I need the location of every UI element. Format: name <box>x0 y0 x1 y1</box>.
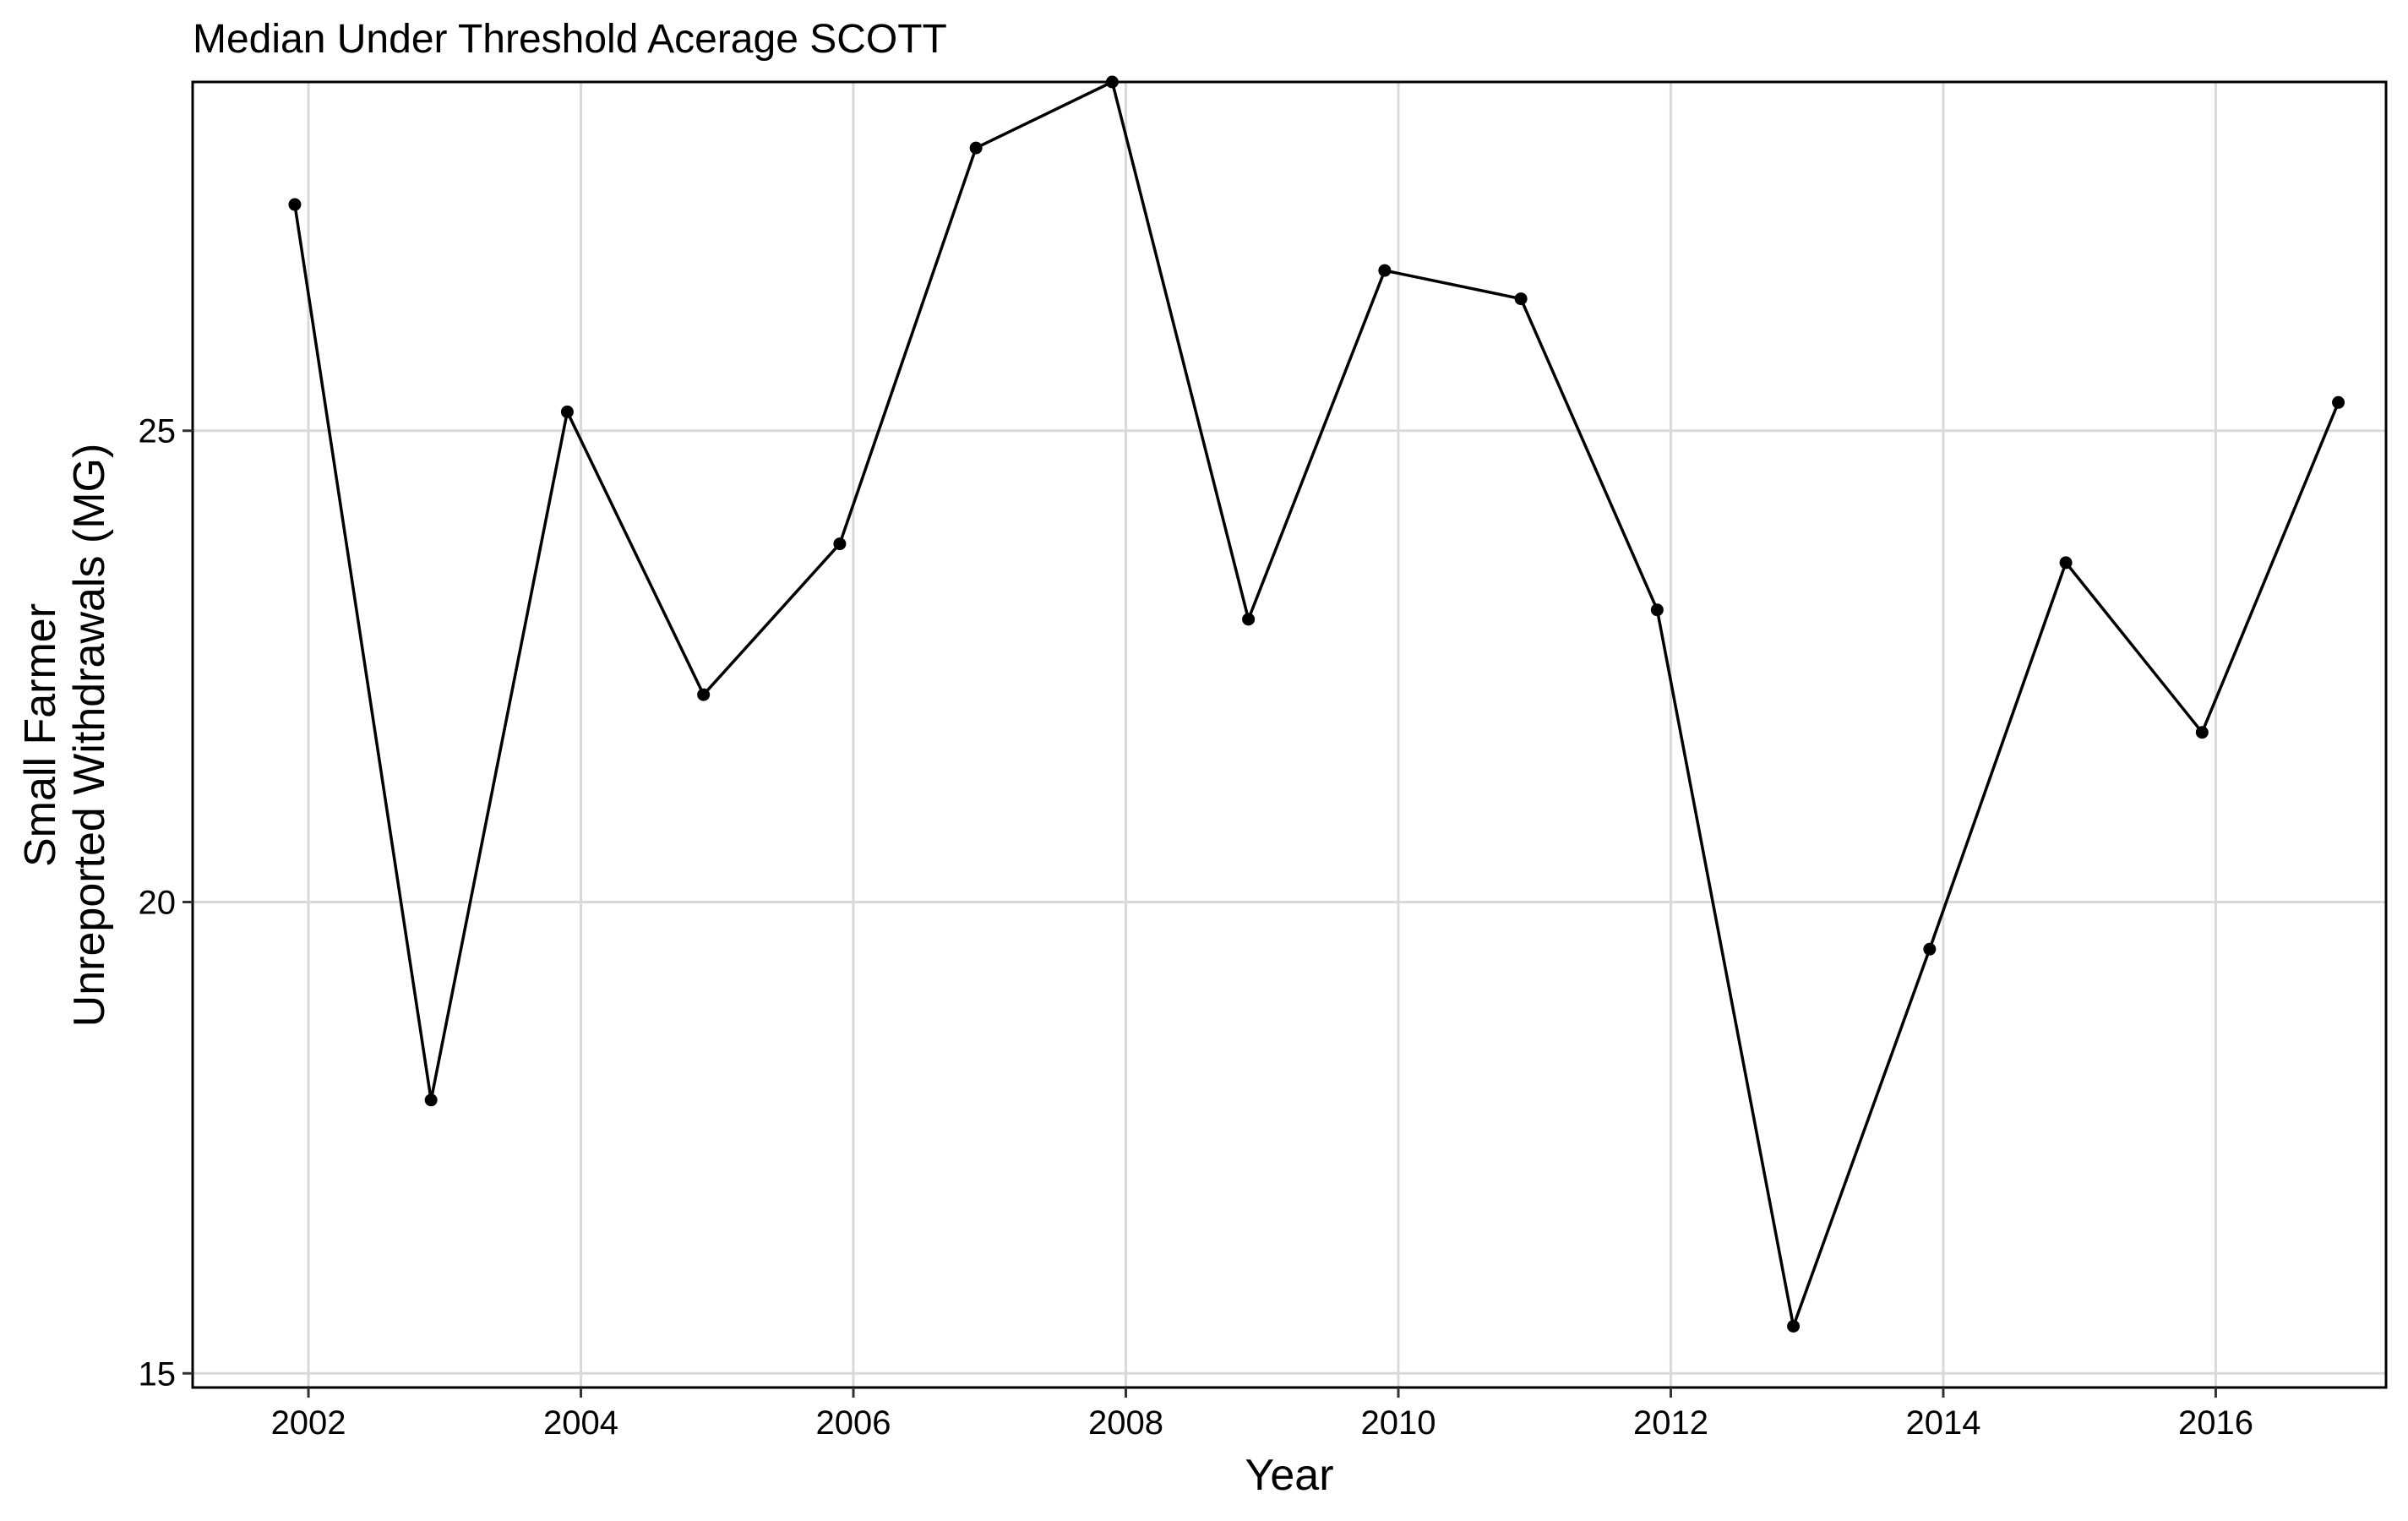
x-tick-label: 2010 <box>1361 1404 1436 1442</box>
x-tick-label: 2004 <box>543 1404 618 1442</box>
x-axis-ticks: 2002 2004 2006 2008 2010 2012 2014 2016 <box>271 1387 2253 1442</box>
y-tick-label: 25 <box>139 413 177 450</box>
data-point <box>1787 1319 1801 1333</box>
data-point <box>1378 264 1392 277</box>
x-axis-title: Year <box>1245 1451 1333 1500</box>
data-point <box>1650 603 1664 617</box>
data-series <box>288 75 2345 1333</box>
data-point <box>2195 726 2209 739</box>
data-point <box>697 688 711 701</box>
data-point <box>833 537 847 551</box>
data-point <box>1242 613 1256 626</box>
y-tick-label: 20 <box>139 885 177 922</box>
data-point <box>288 198 302 211</box>
data-point <box>1923 942 1937 956</box>
data-point <box>969 141 983 155</box>
data-point <box>424 1093 438 1107</box>
x-tick-label: 2006 <box>816 1404 891 1442</box>
y-axis-ticks: 15 20 25 <box>139 413 193 1393</box>
plot-panel-frame <box>191 80 2388 1389</box>
y-axis-title-line-1: Small Farmer <box>16 603 65 867</box>
y-axis-title: Small Farmer Unreported Withdrawals (MG) <box>16 444 114 1028</box>
grid-lines <box>193 82 2386 1387</box>
series-line <box>293 80 2340 1328</box>
data-point <box>2332 395 2345 409</box>
data-point <box>560 405 574 418</box>
x-tick-label: 2014 <box>1905 1404 1980 1442</box>
x-tick-label: 2012 <box>1633 1404 1708 1442</box>
x-tick-label: 2008 <box>1088 1404 1163 1442</box>
data-point <box>1514 292 1528 306</box>
x-tick-label: 2016 <box>2178 1404 2253 1442</box>
y-tick-label: 15 <box>139 1355 177 1393</box>
y-axis-title-line-2: Unreported Withdrawals (MG) <box>65 444 114 1028</box>
chart-title: Median Under Threshold Acerage SCOTT <box>193 17 947 62</box>
data-point <box>2059 556 2073 570</box>
x-tick-label: 2002 <box>271 1404 346 1442</box>
